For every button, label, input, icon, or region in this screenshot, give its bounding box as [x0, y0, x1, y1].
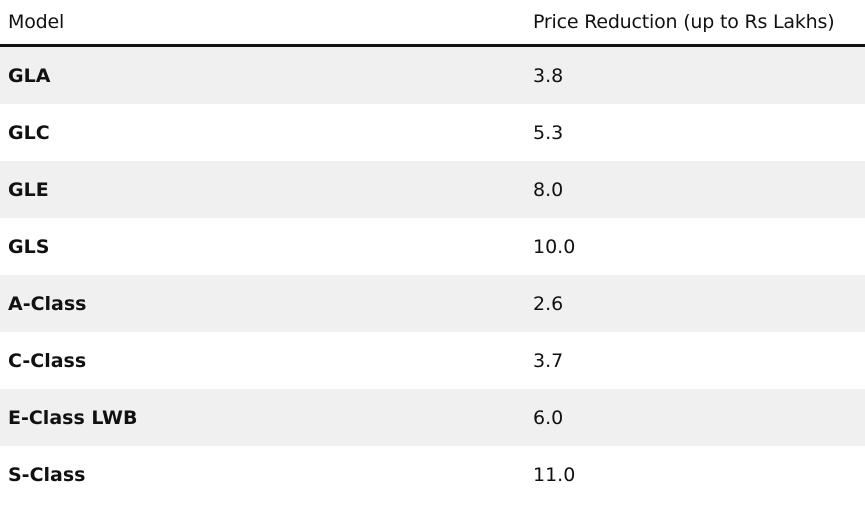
table-row: A-Class 2.6	[0, 275, 865, 332]
price-reduction-cell: 6.0	[525, 389, 865, 446]
model-cell: GLC	[0, 104, 525, 161]
column-header-price-reduction: Price Reduction (up to Rs Lakhs)	[525, 0, 865, 47]
table-row: GLA 3.8	[0, 45, 865, 104]
price-reduction-cell: 8.0	[525, 161, 865, 218]
model-cell: E-Class LWB	[0, 389, 525, 446]
price-reduction-cell: 3.8	[525, 45, 865, 104]
price-reduction-cell: 10.0	[525, 218, 865, 275]
header-row: Model Price Reduction (up to Rs Lakhs)	[0, 0, 865, 47]
model-cell: C-Class	[0, 332, 525, 389]
table-row: C-Class 3.7	[0, 332, 865, 389]
table-header: Model Price Reduction (up to Rs Lakhs)	[0, 0, 865, 47]
model-cell: GLA	[0, 45, 525, 104]
price-reduction-cell: 5.3	[525, 104, 865, 161]
table-row: GLC 5.3	[0, 104, 865, 161]
table-body: GLA 3.8 GLC 5.3 GLE 8.0 GLS 10.0 A-Class…	[0, 45, 865, 503]
price-reduction-cell: 2.6	[525, 275, 865, 332]
model-cell: GLE	[0, 161, 525, 218]
table-row: GLE 8.0	[0, 161, 865, 218]
table-row: S-Class 11.0	[0, 446, 865, 503]
model-cell: S-Class	[0, 446, 525, 503]
price-reduction-cell: 11.0	[525, 446, 865, 503]
price-reduction-cell: 3.7	[525, 332, 865, 389]
model-cell: GLS	[0, 218, 525, 275]
model-cell: A-Class	[0, 275, 525, 332]
table-row: GLS 10.0	[0, 218, 865, 275]
column-header-model: Model	[0, 0, 525, 47]
table-row: E-Class LWB 6.0	[0, 389, 865, 446]
